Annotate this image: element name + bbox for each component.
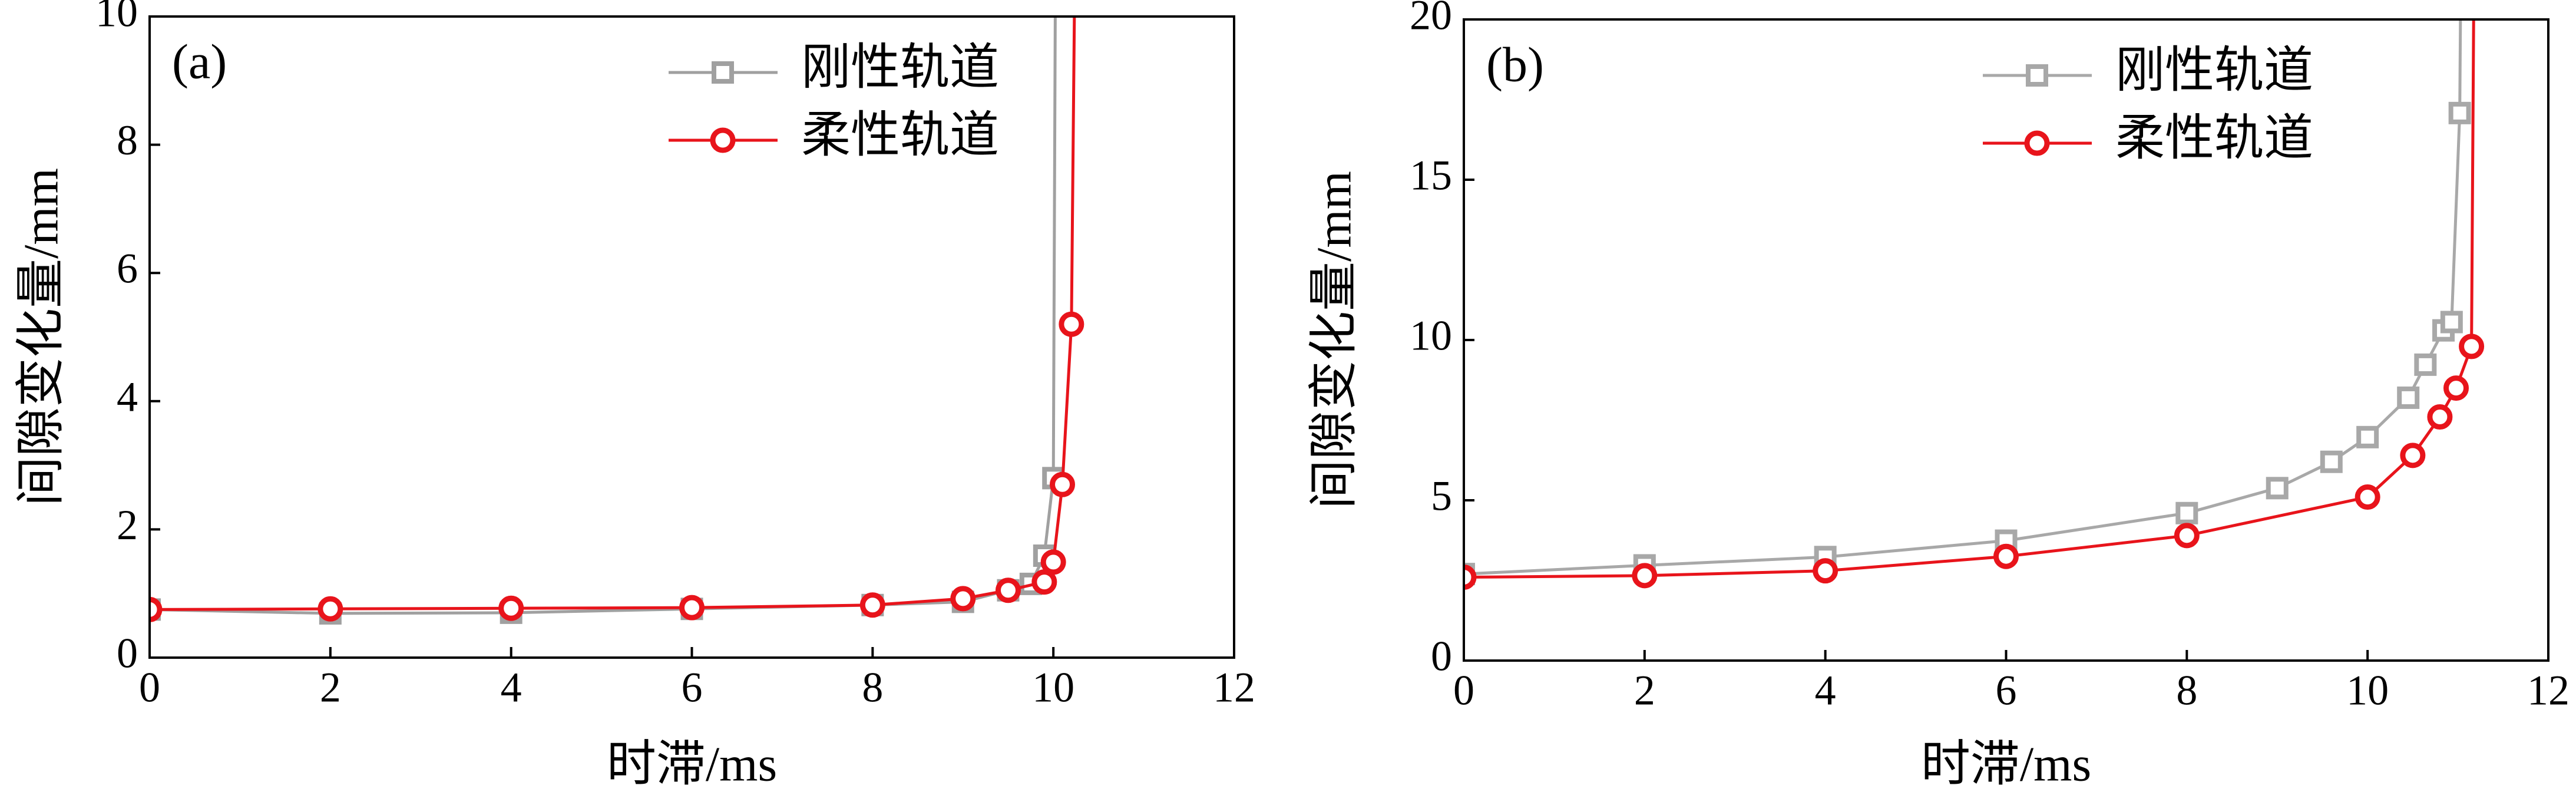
marker [2459,334,2485,359]
marker [1993,543,2019,569]
marker [859,592,885,618]
marker [1632,563,1658,589]
legend-label: 柔性轨道 [2115,111,2313,166]
y-tick-label: 6 [117,245,138,292]
marker [2024,130,2050,156]
y-axis-label: 间隙变化量/mm [14,168,68,506]
marker [2427,404,2453,430]
y-tick-label: 8 [117,117,138,164]
marker [679,595,705,621]
marker [1059,311,1084,337]
marker [1050,471,1076,497]
plot-data [1464,19,2485,590]
marker [2448,101,2471,124]
marker [710,127,736,153]
panel-label: (b) [1486,37,1544,92]
marker [150,596,163,622]
marker [2414,353,2437,376]
marker [950,586,976,612]
marker [1464,565,1477,590]
y-tick-label: 15 [1410,152,1452,199]
x-axis-label: 时滞/ms [1921,737,2091,791]
x-tick-label: 10 [1032,664,1074,711]
series-line [1464,19,2462,576]
y-tick-label: 0 [117,630,138,677]
plot-frame [148,15,1235,659]
y-tick-label: 2 [117,501,138,549]
marker [2440,311,2463,334]
x-tick-label: 12 [2527,667,2570,714]
marker [2356,425,2379,448]
y-tick-label: 10 [95,0,138,36]
y-tick-label: 10 [1410,312,1452,359]
marker [1031,569,1057,595]
marker [318,596,343,622]
x-tick-label: 8 [2176,667,2197,714]
y-tick-label: 5 [1431,473,1452,520]
marker [2355,484,2380,510]
marker [712,61,734,84]
y-tick-label: 20 [1410,0,1452,39]
series-line [1464,19,2475,579]
plot-frame [1463,18,2549,662]
x-tick-label: 6 [682,664,703,711]
x-tick-label: 12 [1213,664,1255,711]
marker [1040,549,1066,575]
legend-label: 刚性轨道 [801,40,999,95]
series-line [150,16,1076,611]
marker [2174,523,2200,549]
legend-label: 柔性轨道 [801,108,999,163]
marker [2443,375,2469,401]
marker [995,577,1021,603]
y-tick-label: 4 [117,373,138,420]
marker [2397,386,2420,409]
marker [498,595,524,621]
panel-label: (a) [172,34,227,89]
marker [2400,443,2426,468]
marker [2320,450,2343,473]
legend-label: 刚性轨道 [2115,43,2313,98]
marker [2175,501,2198,524]
x-tick-label: 4 [501,664,522,711]
x-tick-label: 0 [1453,667,1474,714]
y-axis-label: 间隙变化量/mm [1307,171,1361,509]
marker [2026,64,2048,87]
x-tick-label: 2 [320,664,341,711]
plot-data [150,16,1084,625]
marker [2266,477,2289,500]
x-tick-label: 4 [1815,667,1836,714]
x-axis-label: 时滞/ms [607,737,777,791]
x-tick-label: 8 [862,664,883,711]
x-tick-label: 0 [139,664,160,711]
y-tick-label: 0 [1431,633,1452,680]
x-tick-label: 6 [1996,667,2017,714]
x-tick-label: 10 [2346,667,2389,714]
x-tick-label: 2 [1634,667,1655,714]
marker [1813,558,1838,584]
